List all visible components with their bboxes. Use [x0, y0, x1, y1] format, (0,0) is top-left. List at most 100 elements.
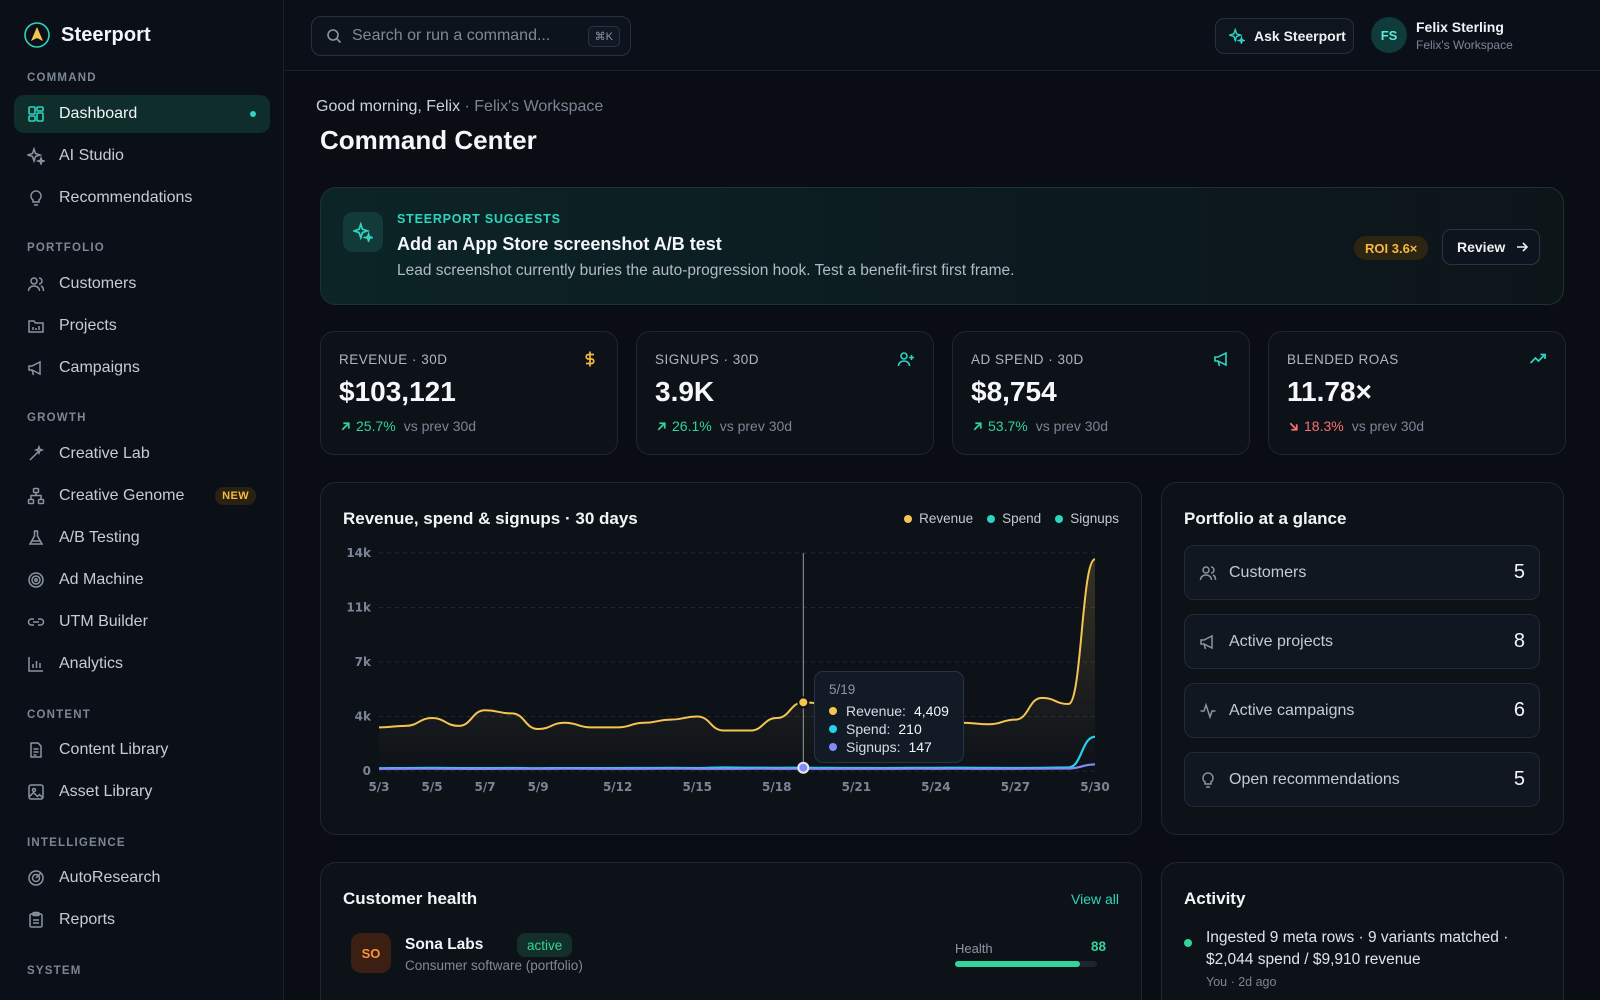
tooltip-swatch: [829, 743, 837, 751]
section-label-command: COMMAND: [27, 72, 97, 84]
sidebar-item-label: Creative Genome: [59, 487, 185, 504]
tooltip-value: 4,409: [913, 703, 949, 719]
tooltip-row-spend: Spend: 210: [829, 720, 949, 738]
megaphone-icon: [1199, 633, 1217, 651]
view-all-link[interactable]: View all: [1071, 891, 1119, 907]
kpi-compare: vs prev 30d: [403, 418, 477, 434]
legend-item-revenue[interactable]: Revenue: [904, 511, 973, 526]
glance-row-open-recommendations[interactable]: Open recommendations 5: [1184, 752, 1540, 807]
table-row[interactable]: SO Sona Labs active Consumer software (p…: [351, 933, 1131, 983]
megaphone-icon: [27, 359, 45, 377]
glance-row-customers[interactable]: Customers 5: [1184, 545, 1540, 600]
sidebar-item-recommendations[interactable]: Recommendations: [14, 179, 270, 217]
command-search[interactable]: Search or run a command... ⌘K: [311, 16, 631, 56]
health-value: 88: [1091, 939, 1107, 954]
section-label-content: CONTENT: [27, 709, 91, 721]
sidebar-item-label: Content Library: [59, 741, 169, 758]
legend-item-spend[interactable]: Spend: [987, 511, 1041, 526]
line-chart[interactable]: 0 4k 7k 11k 14k 5/3 5/5 5/7 5/9 5/12 5/15 5/18 5/21 5…: [321, 483, 1143, 836]
section-label-portfolio: PORTFOLIO: [27, 242, 105, 254]
series-line-signups: [378, 763, 1096, 770]
tooltip-value: 147: [908, 739, 932, 755]
wand-icon: [27, 445, 45, 463]
kpi-compare: vs prev 30d: [1351, 418, 1425, 434]
kpi-delta-value: 53.7%: [988, 418, 1028, 434]
sidebar-item-ai-studio[interactable]: AI Studio: [14, 137, 270, 175]
sidebar-item-creative-lab[interactable]: Creative Lab: [14, 435, 270, 473]
sidebar-item-content-library[interactable]: Content Library: [14, 731, 270, 769]
trending-up-icon: [1529, 350, 1547, 368]
sidebar-item-label: AI Studio: [59, 147, 124, 164]
section-label-intelligence: INTELLIGENCE: [27, 837, 126, 849]
sidebar-item-label: Ad Machine: [59, 571, 144, 588]
sparkles-icon: [1229, 28, 1245, 44]
greeting-workspace: · Felix's Workspace: [460, 98, 604, 115]
kpi-delta: 26.1% vs prev 30d: [655, 418, 792, 434]
kpi-card-blended-roas[interactable]: BLENDED ROAS 11.78× 18.3% vs prev 30d: [1268, 331, 1566, 455]
kpi-delta: 53.7% vs prev 30d: [971, 418, 1108, 434]
glance-label: Open recommendations: [1229, 770, 1400, 788]
page-title: Command Center: [320, 125, 537, 155]
sidebar-item-campaigns[interactable]: Campaigns: [14, 349, 270, 387]
glance-label: Active projects: [1229, 632, 1334, 650]
user-workspace: Felix's Workspace: [1416, 37, 1513, 52]
brand[interactable]: Steerport: [24, 20, 151, 50]
tooltip-label: Revenue:: [846, 703, 906, 719]
tooltip-label: Signups:: [846, 739, 901, 755]
suggestion-title: Add an App Store screenshot A/B test: [397, 234, 722, 254]
topbar: Search or run a command... ⌘K Ask Steerp…: [284, 0, 1600, 71]
kpi-delta-value: 26.1%: [672, 418, 712, 434]
x-tick-label: 5/30: [1080, 780, 1109, 794]
review-button[interactable]: Review: [1442, 229, 1540, 265]
kpi-label: REVENUE · 30D: [339, 352, 448, 367]
sidebar-item-asset-library[interactable]: Asset Library: [14, 773, 270, 811]
sparkles-icon: [27, 147, 45, 165]
sidebar-item-label: Recommendations: [59, 189, 193, 206]
arrow-right-icon: [1515, 240, 1529, 254]
sidebar-item-label: Creative Lab: [59, 445, 150, 462]
sidebar-item-analytics[interactable]: Analytics: [14, 645, 270, 683]
sidebar-item-dashboard[interactable]: Dashboard: [14, 95, 270, 133]
sidebar-item-reports[interactable]: Reports: [14, 901, 270, 939]
kpi-label: SIGNUPS · 30D: [655, 352, 760, 367]
glance-value: 8: [1513, 630, 1525, 652]
tooltip-swatch: [829, 725, 837, 733]
kpi-card-revenue[interactable]: REVENUE · 30D $103,121 25.7% vs prev 30d: [320, 331, 618, 455]
chart-title: Revenue, spend & signups · 30 days: [343, 509, 638, 528]
health-bar-fill: [955, 961, 1080, 967]
customer-name: Sona Labs: [405, 936, 484, 953]
legend-item-signups[interactable]: Signups: [1055, 511, 1119, 526]
glance-label: Customers: [1229, 563, 1307, 581]
suggestion-banner: STEERPORT SUGGESTS Add an App Store scre…: [320, 187, 1564, 305]
tooltip-swatch: [829, 707, 837, 715]
sidebar-item-ad-machine[interactable]: Ad Machine: [14, 561, 270, 599]
glance-row-active-projects[interactable]: Active projects 8: [1184, 614, 1540, 669]
glance-row-active-campaigns[interactable]: Active campaigns 6: [1184, 683, 1540, 738]
x-tick-label: 5/21: [842, 780, 871, 794]
tooltip-row-revenue: Revenue: 4,409: [829, 702, 949, 720]
kpi-value: 11.78×: [1287, 376, 1372, 407]
sidebar-item-utm-builder[interactable]: UTM Builder: [14, 603, 270, 641]
search-icon: [326, 28, 342, 44]
sidebar: Steerport COMMAND Dashboard AI Studio Re…: [0, 0, 284, 1000]
x-tick-label: 5/18: [762, 780, 791, 794]
kpi-card-ad-spend[interactable]: AD SPEND · 30D $8,754 53.7% vs prev 30d: [952, 331, 1250, 455]
avatar: SO: [351, 933, 391, 973]
sidebar-item-label: A/B Testing: [59, 529, 140, 546]
y-tick-label: 4k: [355, 710, 372, 724]
sidebar-item-ab-testing[interactable]: A/B Testing: [14, 519, 270, 557]
customer-health-title: Customer health: [343, 889, 478, 908]
sidebar-item-projects[interactable]: Projects: [14, 307, 270, 345]
sidebar-item-customers[interactable]: Customers: [14, 265, 270, 303]
tooltip-row-signups: Signups: 147: [829, 738, 949, 756]
ask-steerport-button[interactable]: Ask Steerport: [1215, 18, 1354, 54]
user-menu[interactable]: FS Felix Sterling Felix's Workspace: [1371, 17, 1513, 53]
sidebar-item-label: Campaigns: [59, 359, 140, 376]
kpi-card-signups[interactable]: SIGNUPS · 30D 3.9K 26.1% vs prev 30d: [636, 331, 934, 455]
sidebar-item-autoresearch[interactable]: AutoResearch: [14, 859, 270, 897]
kpi-delta-value: 18.3%: [1304, 418, 1344, 434]
sidebar-item-creative-genome[interactable]: Creative Genome NEW: [14, 477, 270, 515]
greeting: Good morning, Felix · Felix's Workspace: [316, 98, 603, 116]
arrow-up-right-icon: [339, 420, 352, 433]
activity-card: Activity Ingested 9 meta rows · 9 varian…: [1161, 862, 1564, 1000]
